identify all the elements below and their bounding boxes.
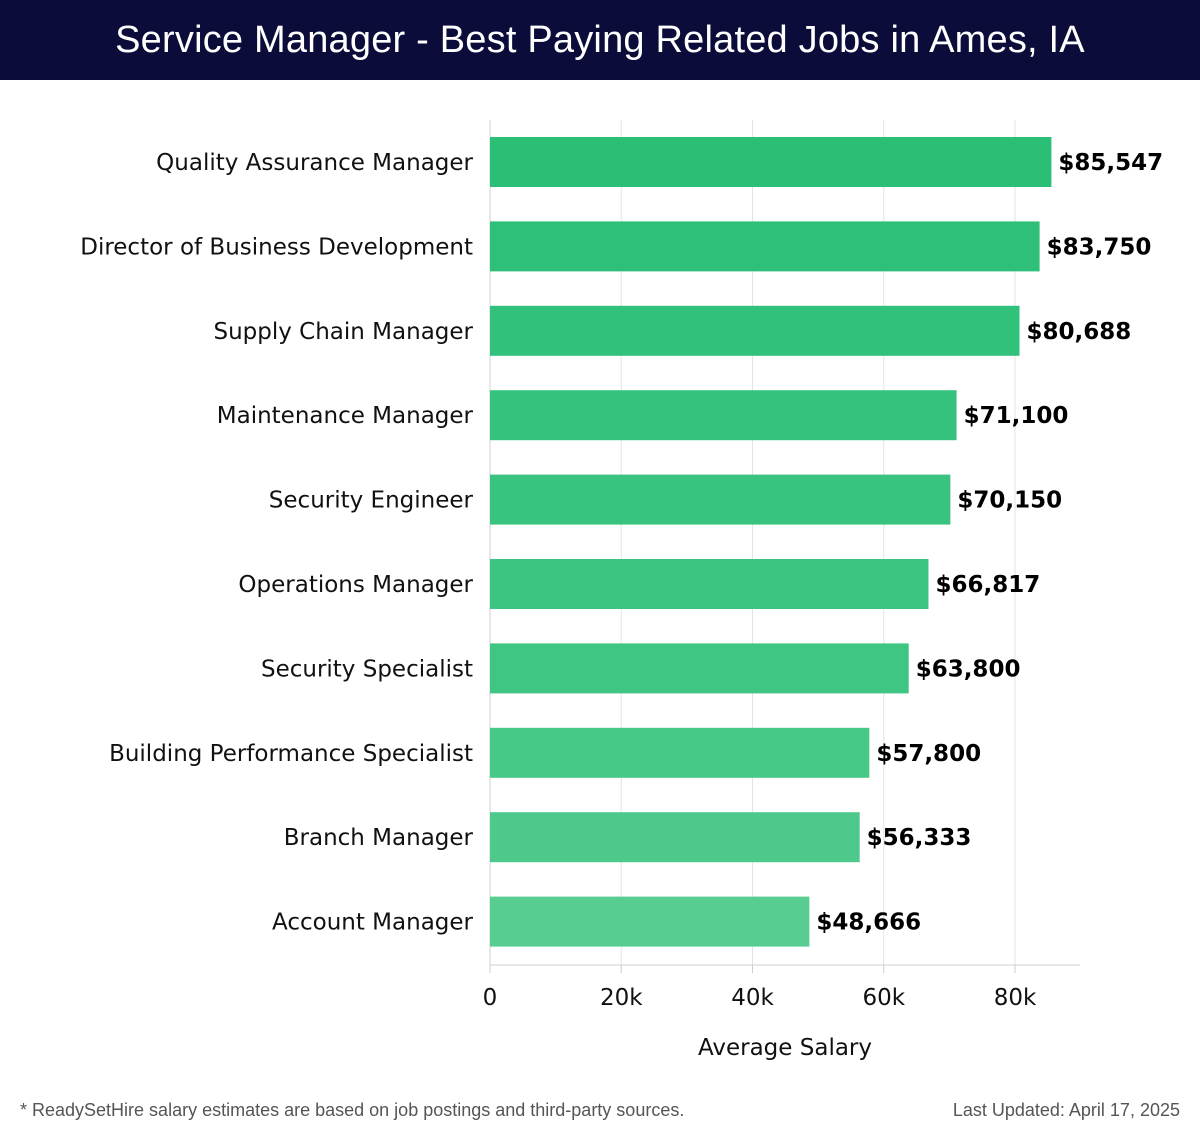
value-label: $63,800: [916, 656, 1021, 682]
x-tick-label: 0: [483, 985, 498, 1011]
category-label: Building Performance Specialist: [109, 741, 473, 767]
category-label: Quality Assurance Manager: [156, 150, 473, 176]
bar: [490, 221, 1040, 272]
bar: [490, 137, 1052, 187]
category-label: Security Engineer: [269, 488, 474, 514]
category-label: Director of Business Development: [80, 234, 473, 260]
category-label: Supply Chain Manager: [213, 319, 473, 345]
bar-chart: Quality Assurance Manager Director of Bus…: [80, 120, 1163, 1061]
last-updated: Last Updated: April 17, 2025: [952, 1100, 1180, 1120]
value-label: $70,150: [957, 488, 1062, 514]
chart-title: Service Manager - Best Paying Related Jo…: [0, 0, 1200, 80]
value-label: $57,800: [876, 741, 981, 767]
value-label: $48,666: [816, 910, 921, 936]
bar: [490, 390, 957, 441]
x-tick-label: 20k: [600, 985, 643, 1011]
footnote: * ReadySetHire salary estimates are base…: [20, 1100, 685, 1120]
category-label: Maintenance Manager: [217, 403, 474, 429]
bar: [490, 727, 870, 778]
bar: [490, 896, 810, 947]
value-label: $56,333: [867, 825, 972, 851]
bar: [490, 305, 1020, 356]
bar: [490, 474, 951, 525]
x-axis-title: Average Salary: [698, 1035, 872, 1061]
category-label: Security Specialist: [261, 656, 473, 682]
value-label: $80,688: [1027, 319, 1132, 345]
bars: [490, 137, 1052, 947]
x-axis-ticks: 0 20k 40k 60k 80k: [483, 985, 1037, 1011]
value-label: $71,100: [964, 403, 1069, 429]
value-label: $85,547: [1058, 150, 1163, 176]
bar: [490, 643, 909, 694]
category-label: Operations Manager: [238, 572, 473, 598]
category-labels: Quality Assurance Manager Director of Bus…: [80, 150, 473, 936]
value-label: $83,750: [1047, 234, 1152, 260]
x-tick-label: 80k: [994, 985, 1037, 1011]
x-tick-label: 60k: [862, 985, 905, 1011]
value-labels: $85,547 $83,750 $80,688 $71,100 $70,150 $66,8…: [816, 150, 1163, 936]
value-label: $66,817: [935, 572, 1040, 598]
bar: [490, 812, 860, 863]
category-label: Account Manager: [272, 910, 474, 936]
x-tick-label: 40k: [731, 985, 774, 1011]
bar: [490, 559, 929, 609]
category-label: Branch Manager: [284, 825, 474, 851]
